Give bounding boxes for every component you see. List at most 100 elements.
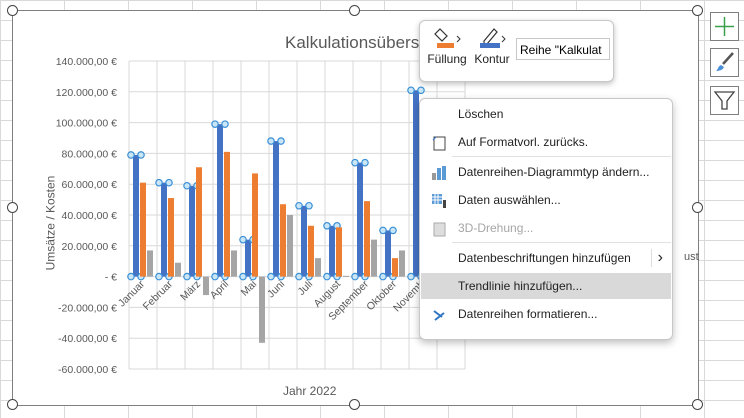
menu-separator: [452, 156, 671, 157]
bar-series3[interactable]: [371, 239, 377, 277]
chart-filter-icon: [713, 91, 736, 110]
y-tick-label: - €: [105, 272, 117, 284]
selection-handle: [351, 272, 359, 281]
chart-elements-icon: [715, 17, 734, 36]
bar-series3[interactable]: [399, 250, 405, 277]
resize-handle[interactable]: [349, 399, 360, 410]
chart-styles-button[interactable]: [710, 48, 739, 77]
selection-handle: [183, 181, 191, 190]
3d-rotation-icon: [431, 220, 447, 237]
selection-handle: [323, 221, 331, 230]
y-tick-label: 40.000,00 €: [62, 210, 118, 222]
y-tick-label: -40.000,00 €: [58, 333, 117, 345]
resize-handle[interactable]: [7, 5, 18, 16]
selection-handle: [407, 272, 415, 281]
selection-handle: [183, 272, 191, 281]
bar-series1[interactable]: [133, 154, 139, 277]
bar-series1[interactable]: [385, 230, 391, 277]
select-data-icon: [431, 192, 447, 208]
bar-series2[interactable]: [392, 258, 398, 277]
bar-series1[interactable]: [217, 124, 223, 277]
y-tick-label: 120.000,00 €: [56, 87, 117, 99]
selection-handle: [239, 235, 247, 244]
resize-handle[interactable]: [349, 5, 360, 16]
selection-handle: [361, 158, 369, 167]
bar-series2[interactable]: [308, 225, 314, 277]
bar-series3[interactable]: [231, 250, 237, 277]
bar-series1[interactable]: [189, 185, 195, 277]
menu-item-label: Daten auswählen...: [458, 193, 561, 207]
y-tick-label: 60.000,00 €: [62, 179, 118, 191]
selection-handle: [127, 272, 135, 281]
selection-handle: [379, 226, 387, 235]
selection-handle: [323, 272, 331, 281]
selection-handle: [295, 201, 303, 210]
bar-series3[interactable]: [315, 258, 321, 277]
bar-series2[interactable]: [224, 151, 230, 277]
series-select[interactable]: Reihe "Kalkulat: [516, 38, 610, 60]
bar-series2[interactable]: [140, 182, 146, 277]
bar-series1[interactable]: [245, 239, 251, 277]
menu-item-trendlinie-hinzuf-gen[interactable]: Trendlinie hinzufügen...: [421, 273, 671, 299]
chart-filter-button[interactable]: [710, 86, 739, 115]
bar-series1[interactable]: [357, 162, 363, 277]
menu-item-auf-formatvorl-zur-cks[interactable]: Auf Formatvorl. zurücks.: [421, 129, 671, 155]
bar-series2[interactable]: [280, 204, 286, 277]
selection-handle: [389, 226, 397, 235]
x-axis-title[interactable]: Jahr 2022: [283, 384, 337, 398]
bar-series1[interactable]: [161, 182, 167, 277]
selection-handle: [221, 120, 229, 128]
selection-handle: [155, 178, 163, 187]
bar-series3[interactable]: [287, 215, 293, 277]
y-tick-label: 140.000,00 €: [56, 56, 117, 68]
plot-area[interactable]: 140.000,00 € 120.000,00 € 100.000,00 € 80.0…: [13, 11, 698, 405]
bar-series2[interactable]: [168, 198, 174, 277]
y-tick-label: -60.000,00 €: [58, 364, 117, 376]
menu-item-daten-ausw-hlen[interactable]: Daten auswählen...: [421, 187, 671, 213]
fill-button[interactable]: Füllung: [425, 25, 469, 66]
bar-series2[interactable]: [364, 201, 370, 277]
bar-series3[interactable]: [343, 275, 349, 277]
chart-styles-icon: [716, 52, 734, 71]
bar-series3[interactable]: [203, 276, 209, 296]
menu-item-label: Datenbeschriftungen hinzufügen: [458, 251, 631, 265]
outline-button[interactable]: Kontur: [472, 25, 512, 66]
bar-series2[interactable]: [196, 167, 202, 277]
selection-handle: [305, 201, 313, 210]
resize-handle[interactable]: [7, 399, 18, 410]
resize-handle[interactable]: [7, 202, 18, 213]
bar-series1[interactable]: [301, 205, 307, 277]
resize-handle[interactable]: [692, 202, 703, 213]
bar-series3[interactable]: [175, 262, 181, 277]
outline-label: Kontur: [474, 52, 510, 66]
bar-series1[interactable]: [413, 90, 419, 277]
menu-item-l-schen[interactable]: Löschen: [421, 101, 671, 127]
chart-title[interactable]: Kalkulationsübersic: [285, 33, 432, 52]
selection-handle: [267, 137, 275, 145]
menu-item-datenreihen-diagrammtyp-ndern[interactable]: Datenreihen-Diagrammtyp ändern...: [421, 159, 671, 185]
menu-item-label: Datenreihen-Diagrammtyp ändern...: [458, 165, 650, 179]
bar-series1[interactable]: [329, 225, 335, 277]
selection-handle: [295, 272, 303, 281]
format-series-icon: [431, 306, 447, 322]
y-axis-title[interactable]: Umsätze / Kosten: [43, 175, 58, 271]
menu-item-label: Trendlinie hinzufügen...: [458, 279, 583, 293]
bar-series2[interactable]: [252, 173, 258, 277]
bar-series2[interactable]: [336, 227, 342, 277]
menu-item-datenreihen-formatieren[interactable]: Datenreihen formatieren...: [421, 301, 671, 327]
selection-handle: [211, 120, 219, 128]
menu-separator: [452, 242, 671, 243]
menu-item-datenbeschriftungen-hinzuf-gen[interactable]: Datenbeschriftungen hinzufügen ›: [421, 245, 671, 271]
outline-pen-icon: [480, 28, 506, 48]
bar-series3[interactable]: [147, 250, 153, 277]
bar-series1[interactable]: [273, 141, 279, 277]
selection-handle: [155, 272, 163, 281]
selection-handle: [267, 272, 275, 281]
x-tick-label: März: [178, 278, 203, 303]
chart-elements-button[interactable]: [710, 12, 739, 41]
selection-handle: [165, 178, 173, 187]
resize-handle[interactable]: [692, 399, 703, 410]
resize-handle[interactable]: [692, 5, 703, 16]
bar-series3[interactable]: [259, 276, 265, 343]
context-menu: Löschen Auf Formatvorl. zurücks. Datenreih…: [419, 98, 673, 340]
